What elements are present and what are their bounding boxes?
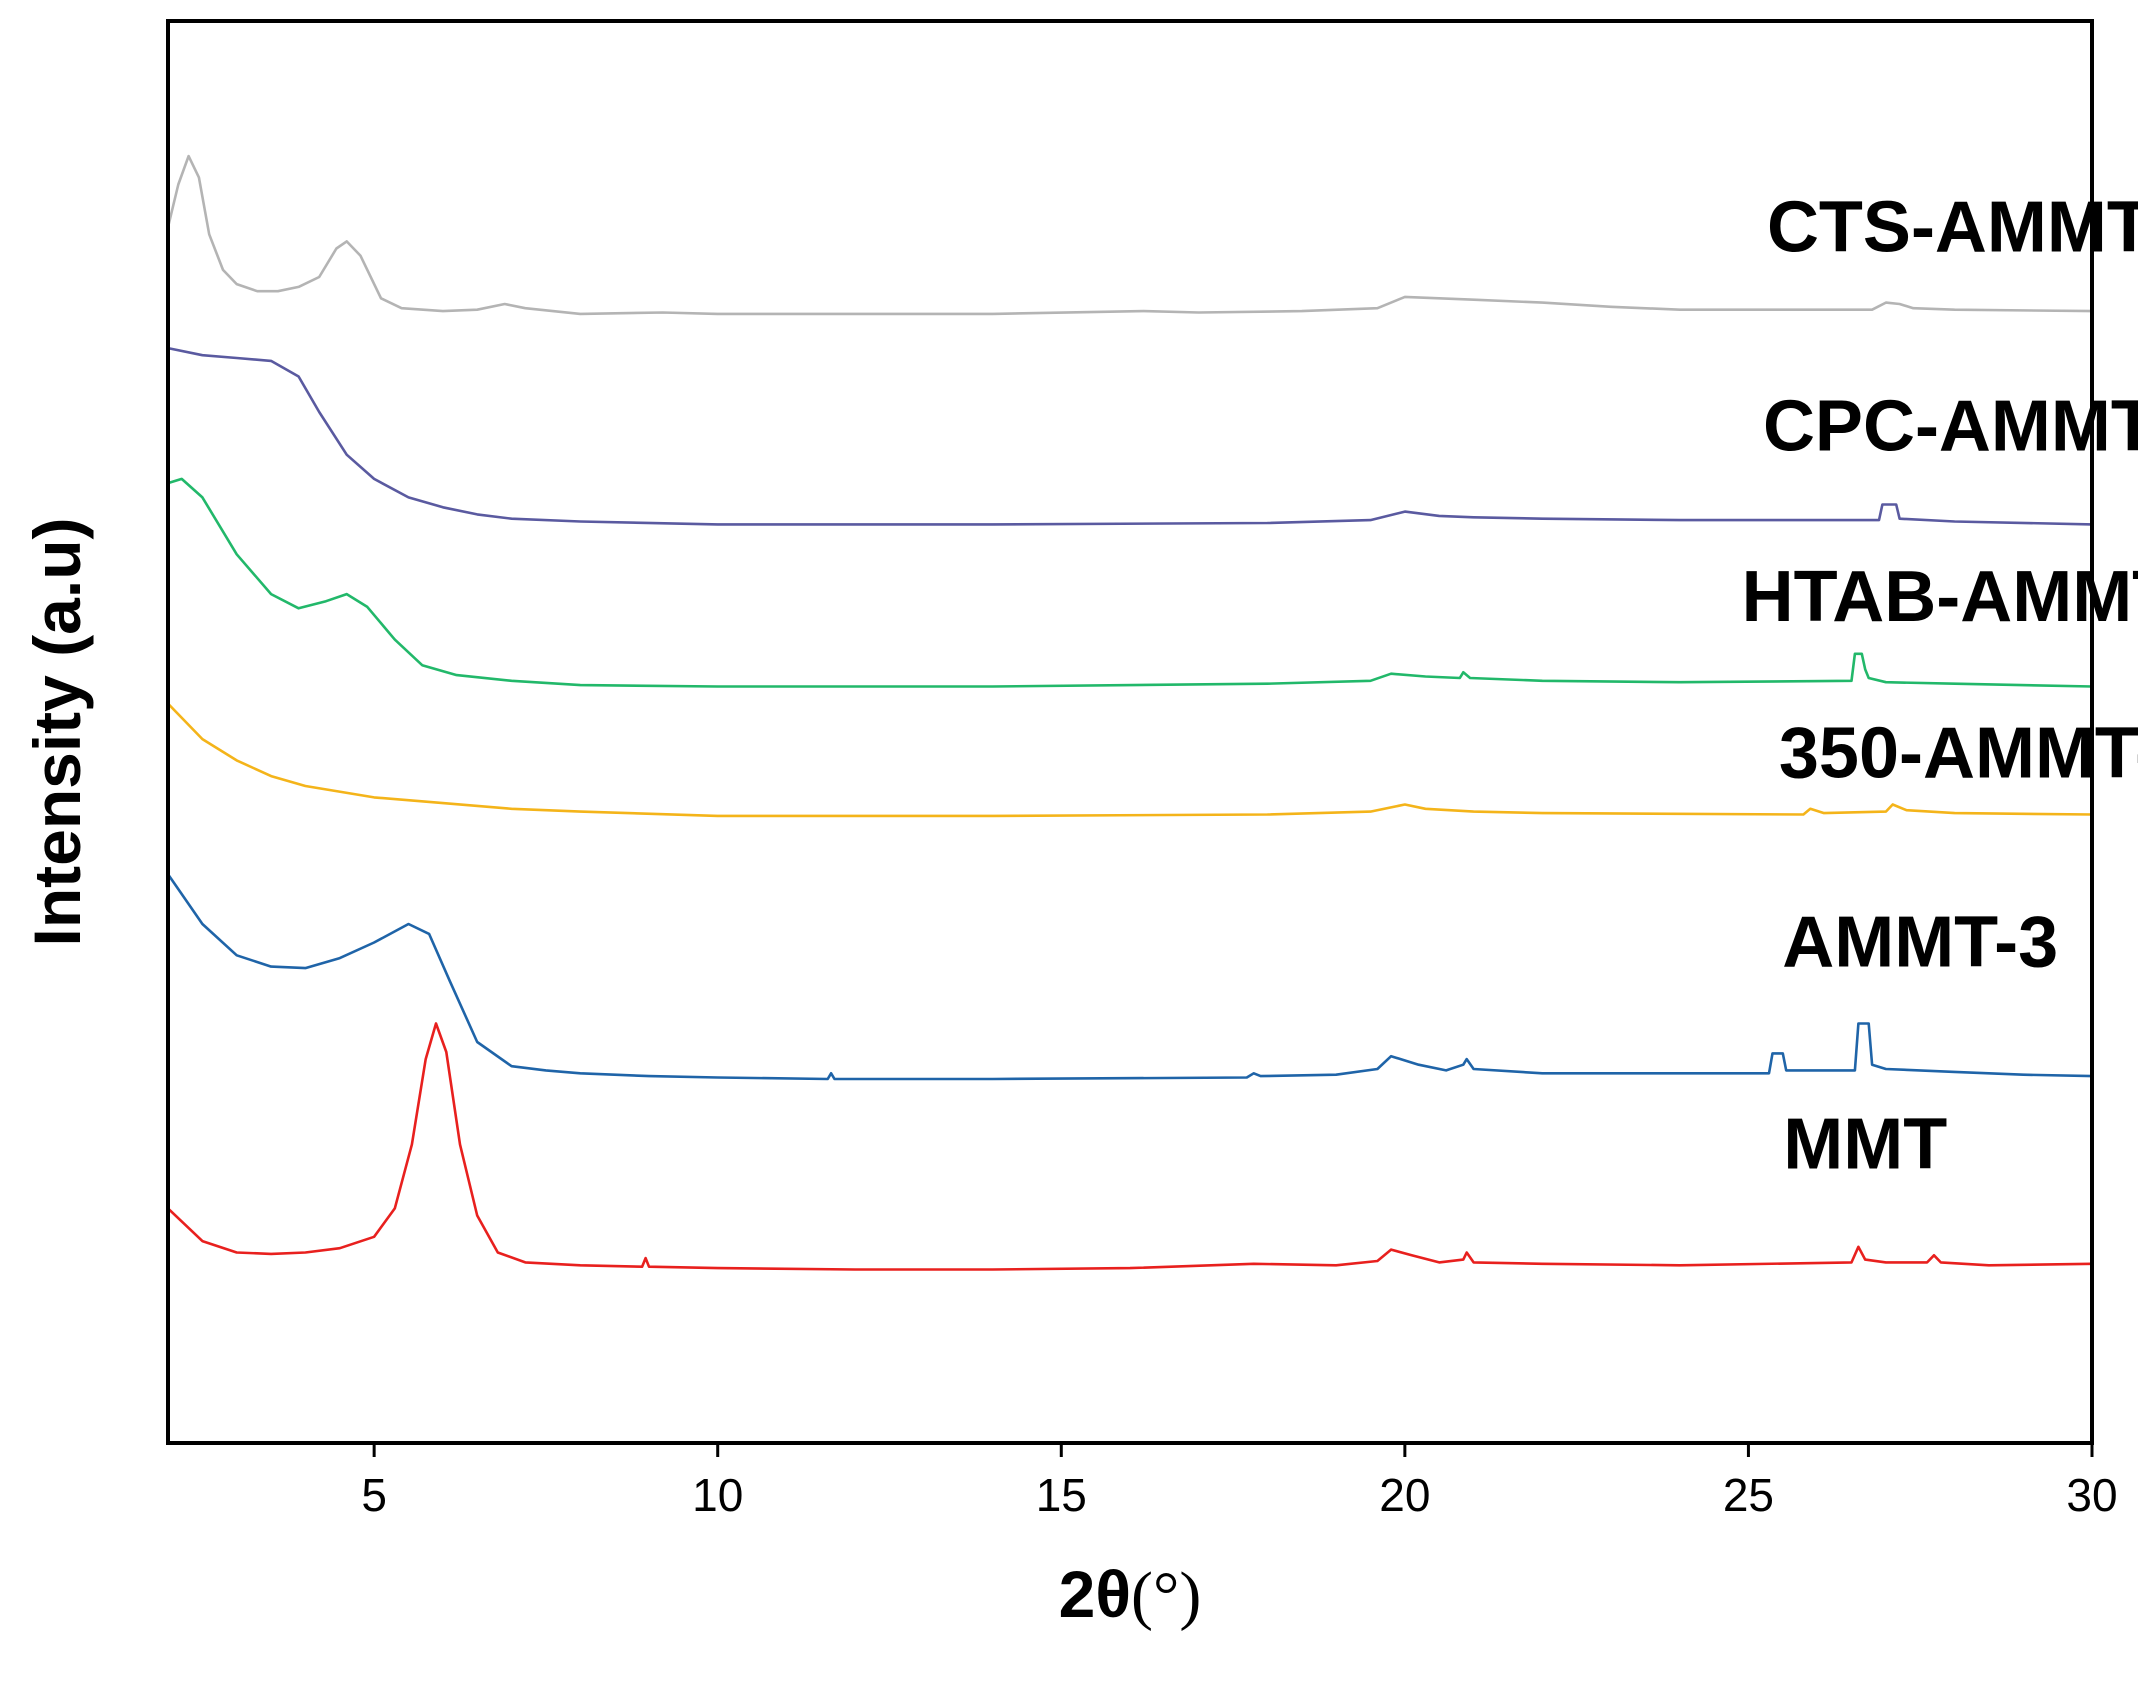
series-label: MMT [1783,1105,1947,1185]
series-line-cts-ammt-3 [166,154,2093,316]
x-tick-label: 30 [2066,1469,2117,1521]
series-line-cpc-ammt-3 [167,346,2093,526]
x-axis-ticks: 5 10 15 20 25 30 [361,1443,2118,1521]
x-tick-label: 5 [361,1469,387,1521]
series-label: AMMT-3 [1782,903,2058,983]
x-tick-label: 10 [692,1469,743,1521]
series-layer [166,154,2093,1271]
x-axis-title: 2θ(°) [1059,1557,1202,1632]
series-labels: CTS-AMMT-3 CPC-AMMT-3 HTAB-AMMT-3 350-AMMT-… [1742,187,2138,1184]
series-label: 350-AMMT-3 [1779,714,2138,794]
series-line-mmt [167,1022,2093,1271]
y-axis-title: Intensity (a.u) [20,517,94,946]
series-line-ammt-3 [166,873,2093,1081]
series-label: CPC-AMMT-3 [1763,386,2138,466]
series-line-htab-ammt-3 [167,477,2093,688]
x-tick-label: 20 [1379,1469,1430,1521]
series-line-350-ammt-3 [167,702,2093,818]
plot-frame [166,19,2094,1445]
series-label: HTAB-AMMT-3 [1742,557,2138,637]
series-label: CTS-AMMT-3 [1767,187,2138,267]
x-tick-label: 15 [1036,1469,1087,1521]
x-tick-label: 25 [1723,1469,1774,1521]
